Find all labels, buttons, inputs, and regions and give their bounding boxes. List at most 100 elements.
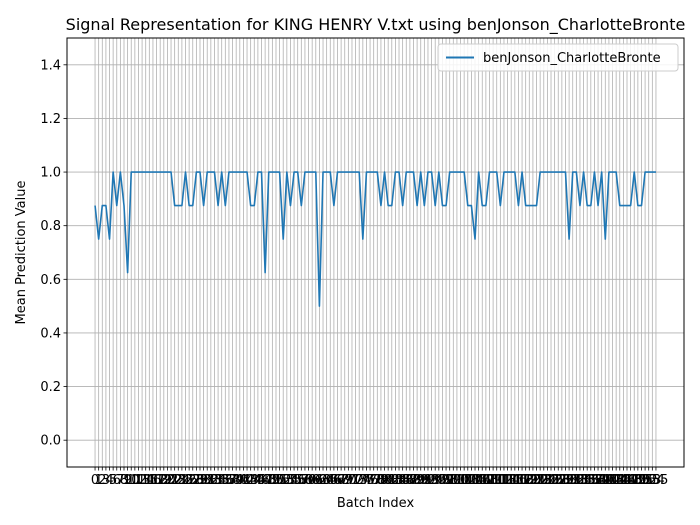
x-tick-label: 72 [347, 473, 364, 488]
x-tick-label: 47 [257, 473, 274, 488]
x-tick-label: 105 [463, 473, 488, 488]
x-tick-label: 6 [113, 473, 121, 488]
x-tick-label: 49 [264, 473, 281, 488]
x-tick-label: 45 [250, 473, 267, 488]
x-tick-label: 22 [166, 473, 183, 488]
x-tick-label: 0 [91, 473, 99, 488]
x-tick-label: 88 [405, 473, 422, 488]
x-tick-label: 59 [300, 473, 317, 488]
x-tick-label: 119 [513, 473, 538, 488]
x-tick-label: 144 [604, 473, 629, 488]
x-tick-label: 147 [615, 473, 640, 488]
line-layer [94, 171, 656, 307]
x-tick-label: 29 [192, 473, 209, 488]
x-tick-label: 66 [326, 473, 343, 488]
x-tick-label: 71 [344, 473, 361, 488]
x-tick-label: 101 [448, 473, 473, 488]
x-tick-label: 23 [170, 473, 187, 488]
x-tick-label: 20 [159, 473, 176, 488]
x-tick-label: 130 [553, 473, 578, 488]
x-tick-label: 102 [452, 473, 477, 488]
x-axis-label: Batch Index [337, 496, 415, 511]
x-tick-label: 117 [506, 473, 531, 488]
x-tick-label: 77 [365, 473, 382, 488]
x-tick-label: 56 [289, 473, 306, 488]
x-tick-label: 96 [434, 473, 451, 488]
x-tick-label: 120 [517, 473, 542, 488]
x-tick-label: 142 [596, 473, 621, 488]
x-tick-label: 16 [145, 473, 162, 488]
x-tick-label: 111 [484, 473, 509, 488]
x-tick-label: 118 [510, 473, 535, 488]
x-tick-label: 53 [279, 473, 296, 488]
x-tick-label: 31 [199, 473, 216, 488]
x-tick-label: 153 [636, 473, 661, 488]
x-tick-label: 116 [502, 473, 527, 488]
x-tick-label: 50 [268, 473, 285, 488]
x-tick-label: 24 [174, 473, 191, 488]
x-tick-label: 25 [177, 473, 194, 488]
legend-label: benJonson_CharlotteBronte [483, 51, 661, 66]
x-tick-label: 48 [260, 473, 277, 488]
x-tick-label: 86 [398, 473, 415, 488]
x-tick-label: 51 [271, 473, 288, 488]
x-tick-label: 8 [120, 473, 128, 488]
grid-layer [67, 38, 684, 467]
x-tick-label: 26 [181, 473, 198, 488]
x-tick-label: 14 [137, 473, 154, 488]
x-tick-label: 85 [394, 473, 411, 488]
x-tick-label: 110 [481, 473, 506, 488]
x-tick-label: 138 [582, 473, 607, 488]
chart-title: Signal Representation for KING HENRY V.t… [66, 15, 686, 35]
x-tick-label: 3 [102, 473, 110, 488]
x-tick-label: 18 [152, 473, 169, 488]
x-tick-label: 55 [286, 473, 303, 488]
x-tick-label: 140 [589, 473, 614, 488]
x-tick-label: 136 [575, 473, 600, 488]
y-tick-label: 0.0 [40, 434, 61, 449]
x-tick-label: 70 [340, 473, 357, 488]
x-tick-label: 37 [221, 473, 238, 488]
x-tick-label: 114 [495, 473, 520, 488]
x-tick-label: 74 [355, 473, 372, 488]
x-tick-label: 151 [629, 473, 654, 488]
x-tick-label: 1 [95, 473, 103, 488]
x-tick-label: 63 [315, 473, 332, 488]
x-tick-label: 67 [329, 473, 346, 488]
x-tick-label: 109 [477, 473, 502, 488]
x-tick-label: 139 [586, 473, 611, 488]
x-tick-label: 35 [213, 473, 230, 488]
x-tick-label: 79 [373, 473, 390, 488]
x-tick-label: 146 [611, 473, 636, 488]
x-tick-label: 54 [282, 473, 299, 488]
x-tick-label: 60 [304, 473, 321, 488]
x-tick-label: 78 [369, 473, 386, 488]
axes-frame [66, 37, 685, 468]
x-tick-label: 154 [640, 473, 665, 488]
x-tick-label: 19 [156, 473, 173, 488]
x-tick-label: 132 [560, 473, 585, 488]
x-tick-label: 32 [203, 473, 220, 488]
y-tick-label: 1.0 [40, 166, 61, 181]
x-tick-label: 9 [123, 473, 131, 488]
x-tick-label: 43 [242, 473, 259, 488]
x-tick-label: 80 [376, 473, 393, 488]
x-tick-label: 148 [618, 473, 643, 488]
x-tick-label: 89 [409, 473, 426, 488]
x-tick-label: 87 [402, 473, 419, 488]
x-tick-label: 42 [239, 473, 256, 488]
y-axis-label: Mean Prediction Value [14, 181, 29, 325]
x-tick-label: 10 [123, 473, 140, 488]
x-tick-label: 125 [535, 473, 560, 488]
x-tick-label: 84 [391, 473, 408, 488]
x-tick-label: 21 [163, 473, 180, 488]
x-tick-label: 129 [549, 473, 574, 488]
y-tick-label: 1.4 [40, 58, 61, 73]
x-tick-label: 76 [362, 473, 379, 488]
x-tick-label: 91 [416, 473, 433, 488]
x-tick-label: 73 [351, 473, 368, 488]
y-tick-layer: 0.0 0.2 0.4 0.6 0.8 1.0 1.2 1.4 [40, 58, 67, 449]
x-tick-label: 61 [308, 473, 325, 488]
